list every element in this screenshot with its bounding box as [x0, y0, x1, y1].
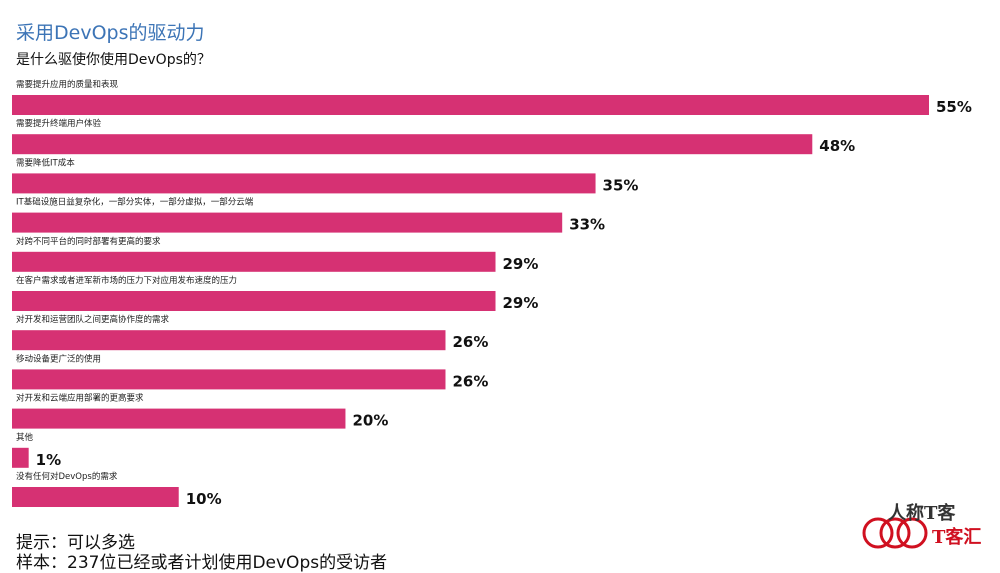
bar: [12, 251, 496, 272]
bar: [12, 173, 596, 194]
value-label: 10%: [186, 490, 222, 508]
chart-subtitle: 是什么驱使你使用DevOps的？: [16, 52, 211, 68]
category-label: 其他: [16, 432, 34, 443]
bar: [12, 95, 929, 115]
category-label: 需要提升应用的质量和表现: [16, 79, 119, 90]
category-label: 需要提升终端用户体验: [16, 118, 102, 129]
value-label: 29%: [503, 255, 539, 273]
category-label: 没有任何对DevOps的需求: [16, 471, 118, 482]
category-label: IT基础设施日益复杂化，一部分实体，一部分虚拟，一部分云端: [16, 197, 254, 208]
value-label: 35%: [603, 176, 639, 194]
value-label: 48%: [819, 137, 855, 155]
value-label: 26%: [452, 333, 488, 351]
bar: [12, 291, 496, 311]
category-label: 在客户需求或者进军新市场的压力下对应用发布速度的压力: [16, 275, 237, 286]
value-label: 20%: [352, 412, 388, 430]
multi-select-note: 提示：可以多选: [16, 533, 135, 553]
watermark-text-bottom: T客汇: [932, 527, 982, 548]
category-label: 对跨不同平台的同时部署有更高的要求: [16, 236, 161, 247]
value-label: 29%: [503, 294, 539, 312]
bar: [12, 330, 446, 351]
value-label: 26%: [452, 372, 488, 390]
sample-note: 样本：237位已经或者计划使用DevOps的受访者: [16, 553, 388, 573]
category-label: 移动设备更广泛的使用: [16, 353, 101, 364]
value-label: 1%: [36, 451, 61, 469]
watermark-text-top: 人称T客: [888, 503, 956, 524]
value-label: 55%: [936, 98, 972, 116]
bar: [12, 487, 179, 507]
watermark-logo: 人称T客 T客汇: [840, 497, 990, 555]
bar: [12, 408, 346, 429]
bar: [12, 447, 29, 468]
category-label: 对开发和云端应用部署的更高要求: [16, 393, 144, 404]
bar: [12, 369, 446, 390]
bar: [12, 212, 563, 233]
category-label: 对开发和运营团队之间更高协作度的需求: [16, 314, 170, 325]
bar: [12, 134, 813, 155]
value-label: 33%: [569, 216, 605, 234]
category-label: 需要降低IT成本: [16, 157, 75, 168]
chart-title: 采用DevOps的驱动力: [16, 22, 205, 44]
watermark-logo-icon: [862, 517, 928, 549]
